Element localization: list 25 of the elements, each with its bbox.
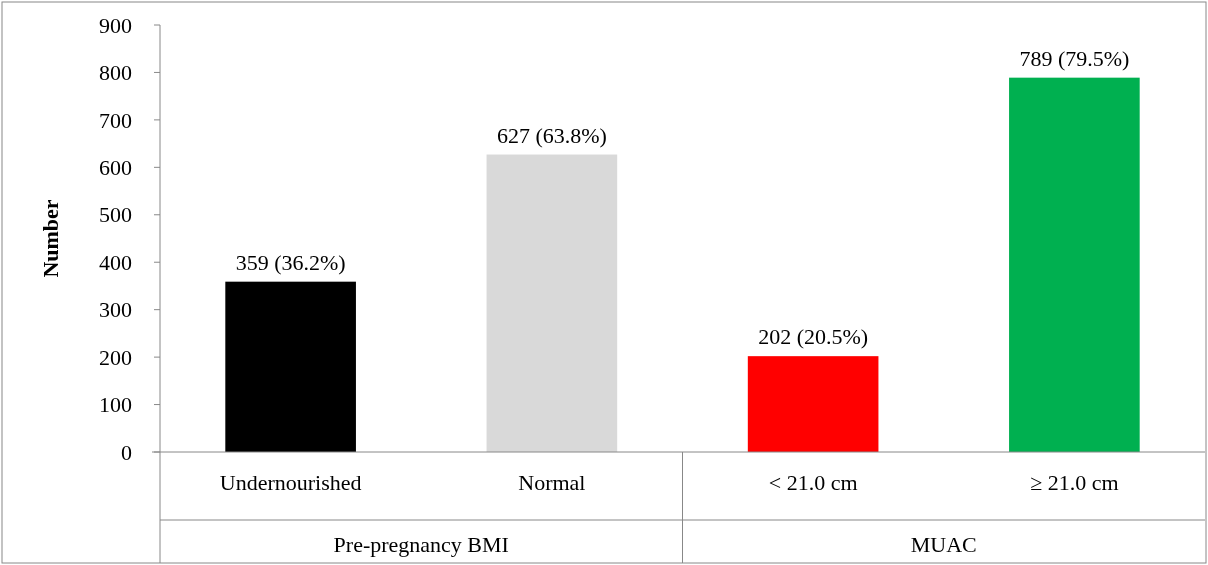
y-tick-label: 700 — [99, 107, 132, 133]
bar — [486, 154, 618, 452]
y-axis-title: Number — [38, 199, 63, 278]
x-tick-label: Undernourished — [219, 470, 362, 495]
data-label: 359 (36.2%) — [235, 249, 346, 275]
y-tick-label: 0 — [121, 439, 132, 465]
data-label: 789 (79.5%) — [1019, 45, 1130, 71]
y-tick-label: 500 — [99, 202, 132, 228]
x-tick-label: Normal — [518, 470, 586, 495]
y-tick-label: 800 — [99, 60, 132, 86]
bar — [747, 356, 879, 452]
y-tick-label: 900 — [99, 12, 132, 38]
text: MUAC — [910, 532, 977, 557]
data-label: 627 (63.8%) — [496, 122, 607, 148]
y-tick-label: 400 — [99, 249, 132, 275]
data-label: 202 (20.5%) — [758, 324, 869, 350]
y-tick-label: 200 — [99, 344, 132, 370]
bar — [1009, 77, 1140, 452]
x-tick-label: < 21.0 cm — [768, 470, 858, 495]
x-tick-label: ≥ 21.0 cm — [1030, 470, 1119, 495]
bar — [225, 281, 356, 452]
text: Pre-pregnancy BMI — [333, 532, 509, 557]
y-tick-label: 300 — [99, 297, 132, 323]
y-tick-label: 600 — [99, 155, 132, 181]
y-tick-label: 100 — [99, 392, 132, 418]
